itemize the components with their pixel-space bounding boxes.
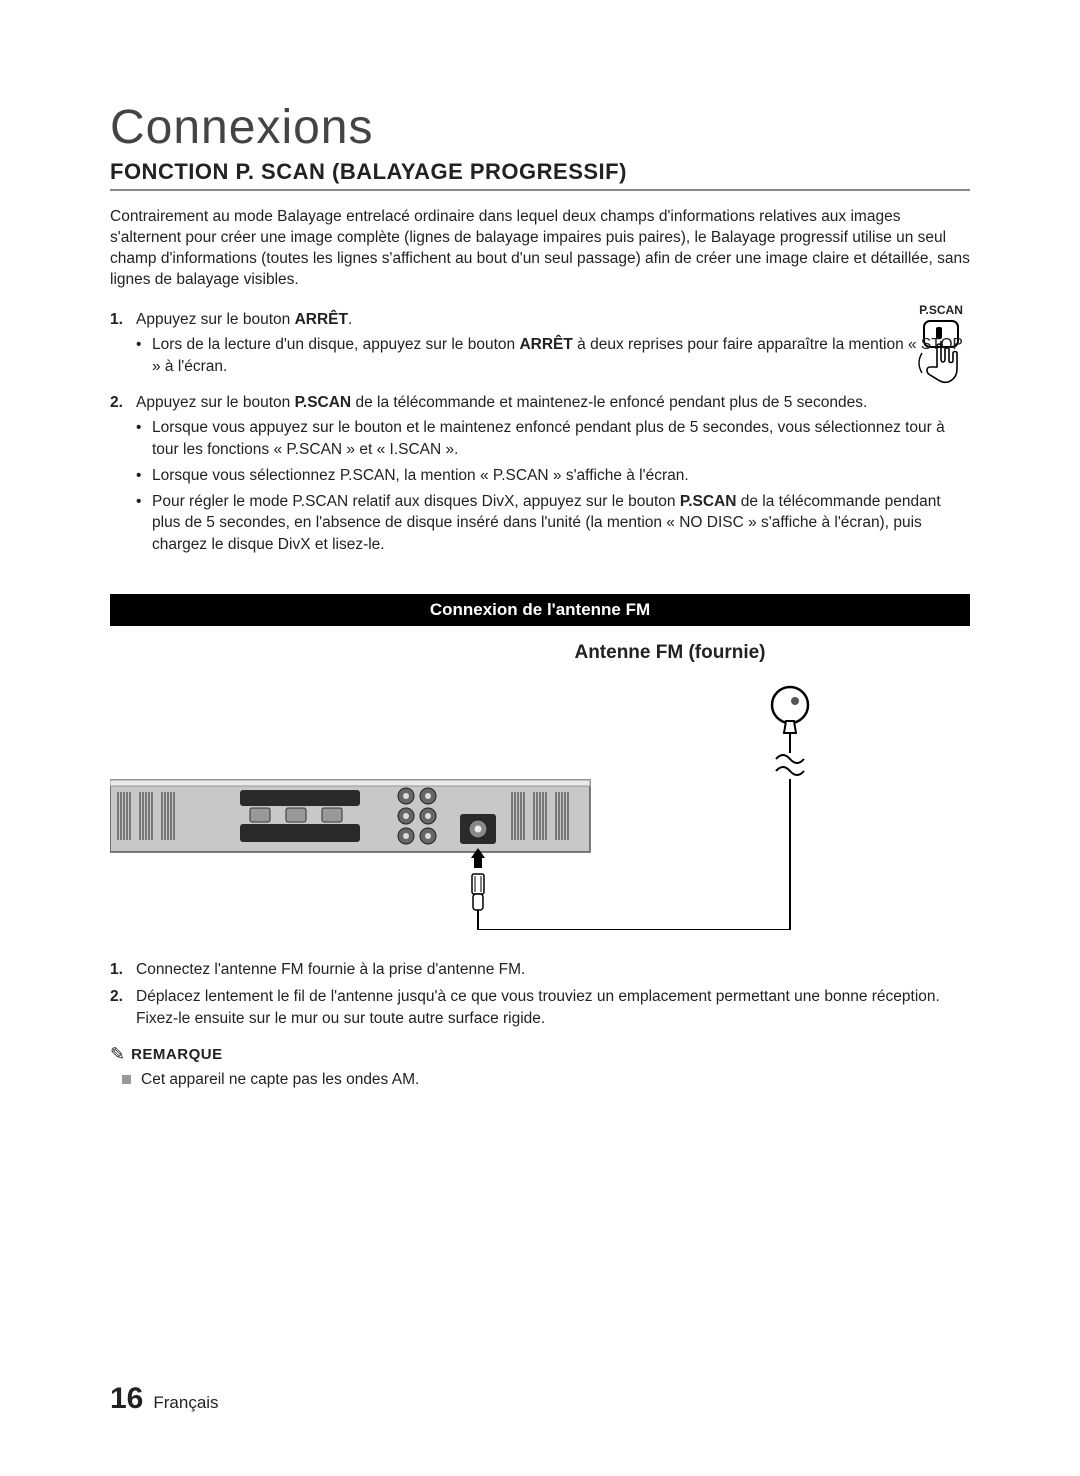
figure-title: Antenne FM (fournie) <box>370 642 970 664</box>
bullet-item: Lorsque vous sélectionnez P.SCAN, la men… <box>136 465 970 487</box>
step-item: 1.Appuyez sur le bouton ARRÊT. Lors de la… <box>110 309 970 386</box>
step-item: 2.Déplacez lentement le fil de l'antenne… <box>110 986 970 1029</box>
remarque-note-line: Cet appareil ne capte pas les ondes AM. <box>110 1071 970 1089</box>
antenna-diagram-svg <box>110 670 970 930</box>
page-footer: 16 Français <box>110 1382 219 1416</box>
remarque-note-text: Cet appareil ne capte pas les ondes AM. <box>141 1071 419 1089</box>
note-icon: ✎ <box>110 1044 125 1065</box>
manual-page: Connexions FONCTION P. SCAN (BALAYAGE PR… <box>0 0 1080 1476</box>
step-bullets: Lorsque vous appuyez sur le bouton et le… <box>136 417 970 555</box>
step-item: 2.Appuyez sur le bouton P.SCAN de la tél… <box>110 392 970 564</box>
step-number: 1. <box>110 959 136 981</box>
steps-area-a: P.SCAN 1.Appuyez sur le bouton ARRÊT.Lor… <box>110 309 970 564</box>
step-line: Appuyez sur le bouton ARRÊT. <box>136 309 970 331</box>
step-item: 1.Connectez l'antenne FM fournie à la pr… <box>110 959 970 981</box>
step-text: Déplacez lentement le fil de l'antenne j… <box>136 986 970 1029</box>
intro-paragraph: Contrairement au mode Balayage entrelacé… <box>110 207 970 291</box>
ordered-steps-a: 1.Appuyez sur le bouton ARRÊT. Lors de la… <box>110 309 970 564</box>
remarque-label: REMARQUE <box>131 1046 223 1063</box>
step-text: Connectez l'antenne FM fournie à la pris… <box>136 959 970 981</box>
page-language: Français <box>153 1393 218 1413</box>
remarque-heading: ✎ REMARQUE <box>110 1044 970 1065</box>
step-bullets: Lors de la lecture d'un disque, appuyez … <box>136 334 970 377</box>
antenna-figure <box>110 670 970 935</box>
ordered-steps-b: 1.Connectez l'antenne FM fournie à la pr… <box>110 959 970 1030</box>
step-body: Appuyez sur le bouton P.SCAN de la téléc… <box>136 392 970 564</box>
bullet-item: Lors de la lecture d'un disque, appuyez … <box>136 334 970 377</box>
pscan-label: P.SCAN <box>912 303 970 317</box>
step-number: 2. <box>110 392 136 564</box>
step-body: Appuyez sur le bouton ARRÊT. Lors de la l… <box>136 309 970 386</box>
step-number: 1. <box>110 309 136 386</box>
chapter-title: Connexions <box>110 100 970 155</box>
bullet-item: Lorsque vous appuyez sur le bouton et le… <box>136 417 970 460</box>
step-line: Appuyez sur le bouton P.SCAN de la téléc… <box>136 392 970 414</box>
subsection-bar: Connexion de l'antenne FM <box>110 594 970 626</box>
page-number: 16 <box>110 1382 143 1416</box>
step-number: 2. <box>110 986 136 1029</box>
bullet-square-icon <box>122 1075 131 1084</box>
bullet-item: Pour régler le mode P.SCAN relatif aux d… <box>136 491 970 556</box>
section-heading: FONCTION P. SCAN (BALAYAGE PROGRESSIF) <box>110 159 970 191</box>
